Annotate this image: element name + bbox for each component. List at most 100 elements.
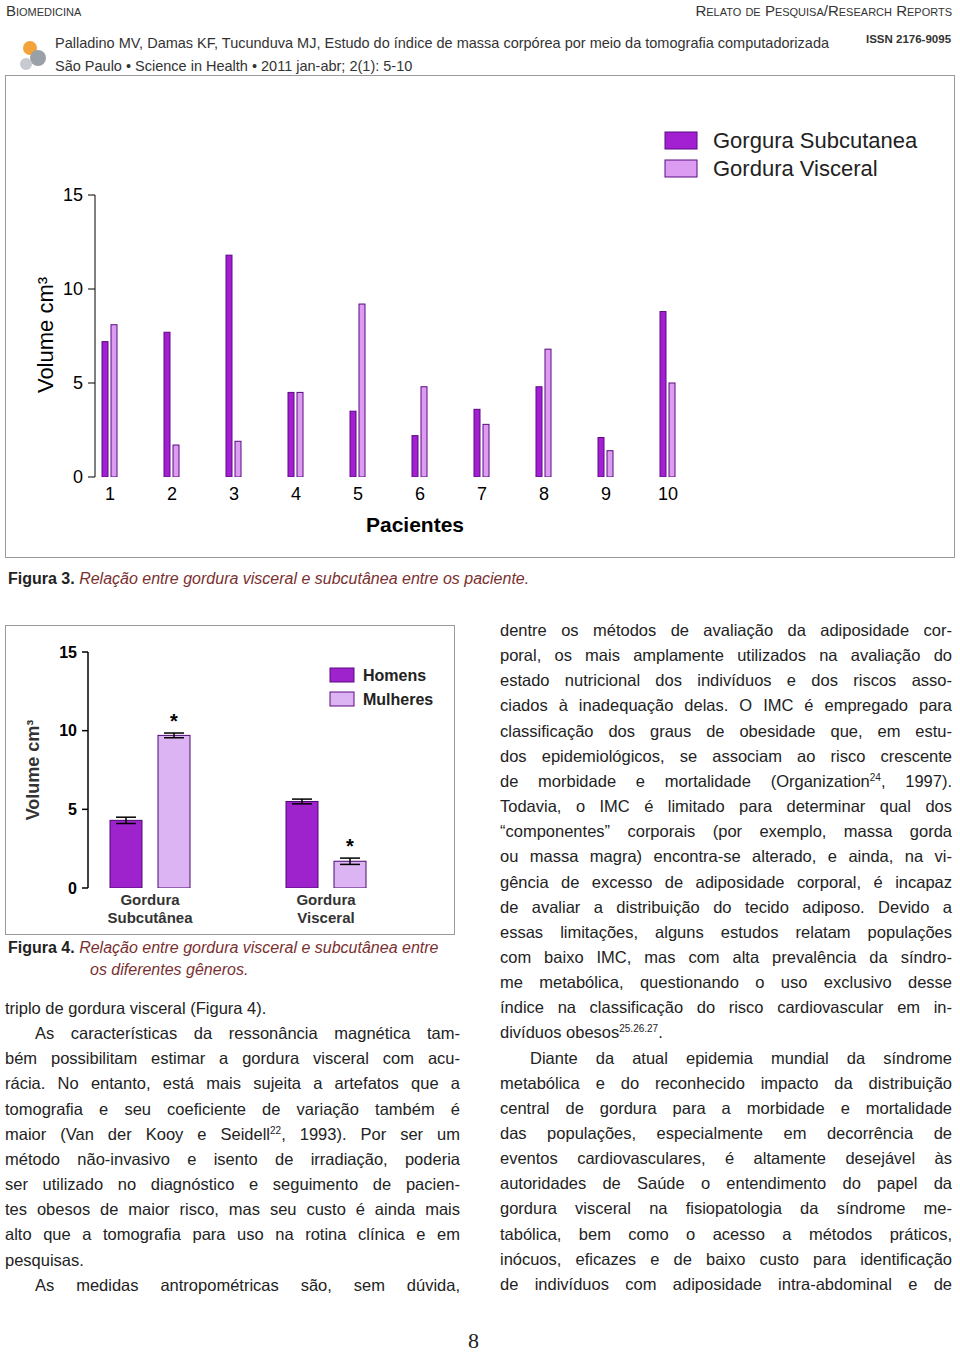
legend-label: Homens — [363, 667, 426, 684]
page-number: 8 — [468, 1328, 479, 1354]
bar — [545, 349, 551, 477]
body-line: Diante da atual epidemia mundial da sínd… — [530, 1048, 952, 1068]
y-tick — [88, 195, 95, 196]
body-line: inócuos, eficazes e de baixo custo para … — [500, 1249, 952, 1269]
bar — [536, 387, 542, 477]
body-line: me metabólica, questionando o uso exclus… — [500, 972, 952, 992]
body-text: de indivíduos com adiposidade intra-abdo… — [500, 1275, 952, 1293]
body-line: ou massa magra) encontra-se alterado, e … — [500, 846, 952, 866]
section-title: Biomedicina — [6, 2, 81, 19]
caption-label: Figura 4. — [8, 939, 75, 956]
x-tick-label: 7 — [477, 484, 487, 504]
x-tick-label: 9 — [601, 484, 611, 504]
x-tick-label: GorduraSubcutânea — [107, 891, 193, 926]
body-line: dos epidemiológicos, se associam ao risc… — [500, 746, 952, 766]
label-part: Gordura — [296, 891, 356, 908]
citation-sup: 24 — [870, 772, 881, 783]
bar — [412, 436, 418, 477]
bar — [173, 445, 179, 477]
body-text: tomografia e seu coeficiente de variação… — [5, 1100, 460, 1118]
body-text: de avaliar a distribuição do tecido adip… — [500, 898, 952, 916]
legend-swatch — [330, 692, 354, 706]
body-text: gência de excesso de adiposidade corpora… — [500, 873, 952, 891]
bar — [158, 735, 190, 888]
error-line — [125, 817, 127, 823]
body-line: maior (Van der Kooy e Seidell22, 1993). … — [5, 1124, 460, 1144]
y-tick — [82, 651, 88, 653]
y-tick-label: 0 — [68, 880, 77, 897]
body-text: tabólica, bem como o acesso a métodos pr… — [500, 1225, 952, 1243]
annotation: * — [170, 710, 178, 732]
x-tick-label: 3 — [229, 484, 239, 504]
x-tick-label: 8 — [539, 484, 549, 504]
body-line: gência de excesso de adiposidade corpora… — [500, 872, 952, 892]
body-text: dentre os métodos de avaliação da adipos… — [500, 621, 952, 639]
legend-swatch — [330, 668, 354, 682]
body-line: de indivíduos com adiposidade intra-abdo… — [500, 1274, 952, 1294]
body-line: divíduos obesos25.26.27. — [500, 1022, 952, 1042]
bar — [421, 387, 427, 477]
body-line: com baixo IMC, mas com alta prevalência … — [500, 947, 952, 967]
error-bar — [292, 799, 312, 804]
bar — [474, 409, 480, 477]
body-text: tes obesos de maior risco, mas seu custo… — [5, 1200, 460, 1218]
body-line: classificação dos graus de obesidade que… — [500, 721, 952, 741]
body-text: eventos cardiovasculares, é altamente de… — [500, 1149, 952, 1167]
body-text: essas limitações, alguns estudos relatam… — [500, 923, 952, 941]
error-cap — [116, 816, 136, 818]
body-text: autoridades de Saúde o entendimento do p… — [500, 1174, 952, 1192]
citation-sup: 22 — [270, 1125, 281, 1136]
body-line: autoridades de Saúde o entendimento do p… — [500, 1173, 952, 1193]
body-line: eventos cardiovasculares, é altamente de… — [500, 1148, 952, 1168]
error-bar — [340, 858, 360, 864]
caption-label: Figura 3. — [8, 570, 75, 587]
citation-sup: 25.26.27 — [619, 1023, 658, 1034]
caption-line: os diferentes gêneros. — [90, 961, 248, 979]
bar — [598, 438, 604, 477]
legend-swatch — [665, 160, 697, 177]
bar — [102, 342, 108, 477]
body-text: gordura visceral na fisiopatologia da sí… — [500, 1199, 952, 1217]
body-text: método não-invasivo e isento de irradiaç… — [5, 1150, 460, 1168]
body-line: estado nutricional dos indivíduos e dos … — [500, 670, 952, 690]
body-text: , 1993). Por ser um — [281, 1125, 460, 1143]
figure-3: 05101512345678910PacientesVolume cm³Gorg… — [5, 75, 955, 558]
bar — [359, 304, 365, 477]
y-axis — [95, 195, 96, 477]
bar — [350, 411, 356, 477]
bar — [288, 392, 294, 477]
body-text: rácia. No entanto, está mais sujeita a a… — [5, 1074, 460, 1092]
caption-text: Relação entre gordura visceral e subcutâ… — [79, 570, 529, 587]
body-text: metabólica e do reconhecido impacto da d… — [500, 1074, 952, 1092]
error-cap — [292, 803, 312, 805]
x-tick-label: 5 — [353, 484, 363, 504]
legend-swatch — [665, 132, 697, 149]
y-axis — [87, 652, 89, 888]
caption-line: Figura 3. Relação entre gordura visceral… — [8, 570, 529, 588]
bar — [111, 325, 117, 477]
body-text: inócuos, eficazes e de baixo custo para … — [500, 1250, 952, 1268]
logo-shape — [20, 58, 32, 70]
body-text: As características da ressonância magnét… — [35, 1024, 460, 1042]
x-tick-label: 1 — [105, 484, 115, 504]
error-line — [349, 858, 351, 864]
legend-label: Mulheres — [363, 691, 433, 708]
body-line: ser utilizado no diagnóstico e seguiment… — [5, 1174, 460, 1194]
body-text: com baixo IMC, mas com alta prevalência … — [500, 948, 952, 966]
error-cap — [292, 798, 312, 800]
bar — [483, 424, 489, 477]
error-cap — [340, 864, 360, 866]
body-line: central de gordura para a morbidade e mo… — [500, 1098, 952, 1118]
body-line: poral, os mais amplamente utilizados na … — [500, 645, 952, 665]
label-part: Visceral — [297, 909, 354, 926]
citation: Palladino MV, Damas KF, Tucunduva MJ, Es… — [55, 35, 829, 51]
body-text: alto que a tomografia para uso na rotina… — [5, 1225, 460, 1243]
body-text: poral, os mais amplamente utilizados na … — [500, 646, 952, 664]
source: São Paulo • Science in Health • 2011 jan… — [55, 58, 412, 74]
body-line: pesquisas. — [5, 1250, 460, 1270]
body-line: dentre os métodos de avaliação da adipos… — [500, 620, 952, 640]
body-text: maior (Van der Kooy e Seidell — [5, 1125, 270, 1143]
y-tick-label: 10 — [59, 722, 77, 739]
x-tick-label: 2 — [167, 484, 177, 504]
figure-frame — [6, 76, 955, 558]
